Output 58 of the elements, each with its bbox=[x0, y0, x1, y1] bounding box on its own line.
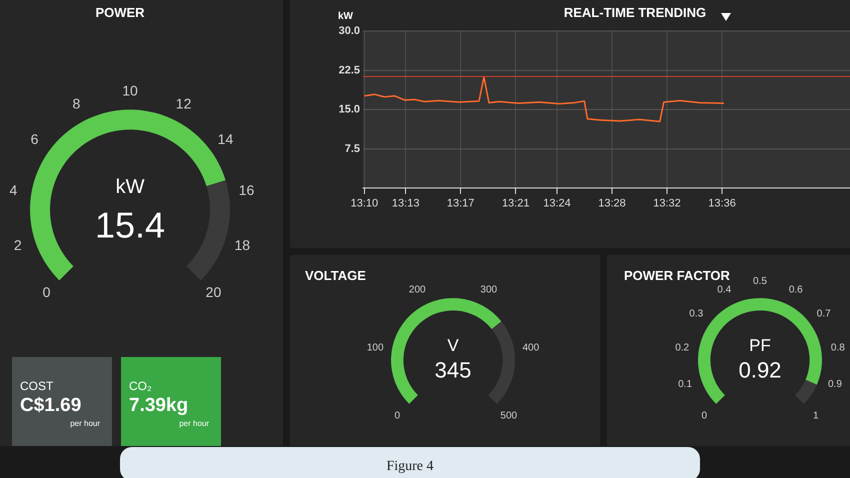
text: 18 bbox=[234, 237, 250, 254]
text: 0.3 bbox=[689, 308, 704, 320]
text: 2 bbox=[14, 237, 22, 254]
text: 0.1 bbox=[678, 379, 692, 390]
x-tick-label: 13:21 bbox=[502, 198, 530, 210]
y-tick-label: 15.0 bbox=[338, 104, 360, 116]
text: kW bbox=[116, 176, 145, 199]
text: 0.9 bbox=[828, 379, 842, 390]
text: 0 bbox=[394, 410, 400, 422]
y-axis-title: kW bbox=[338, 11, 353, 22]
chart-title: POWER bbox=[95, 5, 145, 20]
chart-title: REAL-TIME TRENDING bbox=[564, 5, 706, 20]
x-tick-label: 13:10 bbox=[350, 198, 378, 210]
text: V bbox=[447, 336, 460, 356]
x-tick-label: 13:24 bbox=[543, 198, 571, 210]
text: 300 bbox=[480, 284, 498, 296]
text: 400 bbox=[522, 342, 540, 354]
chart-title: POWER FACTOR bbox=[624, 268, 730, 283]
text: CO₂ bbox=[129, 379, 152, 393]
caption: Figure 4 bbox=[120, 447, 700, 478]
text: 10 bbox=[122, 82, 138, 99]
text: 0 bbox=[702, 410, 708, 422]
text: PF bbox=[749, 336, 771, 356]
x-tick-label: 13:13 bbox=[392, 198, 420, 210]
text: 0.4 bbox=[717, 284, 732, 296]
text: 200 bbox=[408, 284, 426, 296]
text: C$1.69 bbox=[20, 395, 82, 417]
x-tick-label: 13:28 bbox=[598, 198, 626, 210]
x-tick-label: 13:32 bbox=[653, 198, 681, 210]
chart-title: VOLTAGE bbox=[305, 268, 366, 283]
text: COST bbox=[20, 379, 54, 393]
text: 8 bbox=[72, 96, 81, 112]
text: 0.2 bbox=[675, 342, 690, 354]
text: 345 bbox=[434, 357, 472, 382]
text: 0.8 bbox=[830, 342, 846, 354]
text: 20 bbox=[206, 284, 222, 300]
text: 0.5 bbox=[753, 276, 768, 287]
text: 14 bbox=[218, 132, 234, 148]
text: 100 bbox=[366, 342, 384, 354]
text: 1 bbox=[812, 410, 819, 422]
y-tick-label: 22.5 bbox=[338, 64, 360, 76]
text: 7.39kg bbox=[129, 395, 188, 417]
text: 0.92 bbox=[738, 357, 782, 382]
x-tick-label: 13:36 bbox=[708, 198, 736, 210]
text: 0.6 bbox=[788, 284, 804, 296]
text: per hour bbox=[70, 419, 100, 428]
text: 6 bbox=[30, 132, 39, 148]
text: 4 bbox=[10, 182, 18, 198]
text: 0 bbox=[42, 284, 51, 300]
x-tick-label: 13:17 bbox=[446, 198, 474, 210]
text: 0.7 bbox=[816, 308, 832, 320]
text: 12 bbox=[176, 96, 192, 112]
y-tick-label: 30.0 bbox=[338, 25, 360, 38]
y-tick-label: 7.5 bbox=[344, 142, 360, 155]
text: 15.4 bbox=[94, 204, 166, 246]
text: 500 bbox=[500, 410, 518, 422]
text: per hour bbox=[179, 419, 209, 428]
text: 16 bbox=[238, 182, 255, 198]
